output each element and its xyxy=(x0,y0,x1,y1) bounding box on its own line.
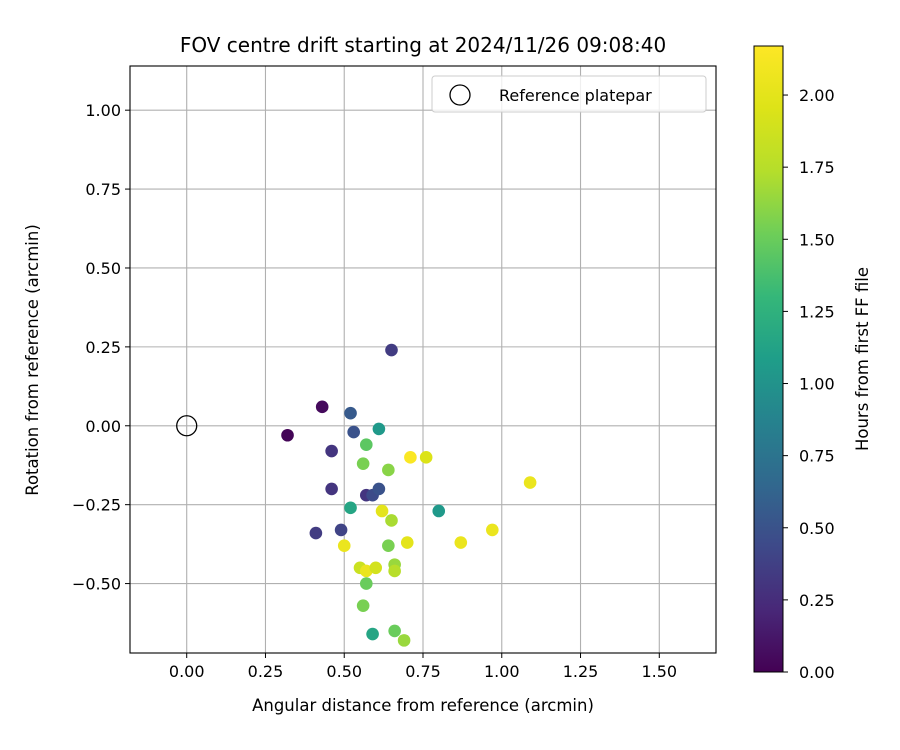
data-point xyxy=(369,561,383,575)
x-axis-ticks: 0.00 0.25 0.50 0.75 1.00 1.25 1.50 xyxy=(169,653,677,681)
y-tick-label: 1.00 xyxy=(85,101,121,120)
data-point xyxy=(359,564,373,578)
data-point xyxy=(397,634,411,647)
colorbar: 0.00 0.25 0.50 0.75 1.00 1.25 1.50 1.75 2.00 Hou… xyxy=(753,45,872,682)
y-tick-label: 0.75 xyxy=(85,180,121,199)
data-point xyxy=(372,422,386,436)
grid xyxy=(130,66,716,653)
colorbar-tick-label: 0.50 xyxy=(799,519,835,538)
data-point xyxy=(486,523,499,537)
x-tick-label: 0.25 xyxy=(248,662,284,681)
data-point xyxy=(388,564,401,578)
colorbar-gradient xyxy=(753,45,784,673)
colorbar-tick-label: 1.25 xyxy=(799,302,835,321)
x-tick-label: 1.25 xyxy=(563,662,599,681)
x-tick-label: 0.50 xyxy=(326,662,362,681)
data-point xyxy=(523,476,537,489)
colorbar-tick-label: 1.75 xyxy=(799,158,835,177)
data-point xyxy=(344,501,357,515)
colorbar-tick-label: 1.00 xyxy=(799,375,835,394)
data-point xyxy=(366,627,379,641)
legend-marker-reference xyxy=(449,84,471,106)
data-point xyxy=(385,514,398,527)
data-point xyxy=(325,482,338,496)
data-point xyxy=(315,400,329,414)
data-point xyxy=(375,504,389,518)
y-tick-label: −0.25 xyxy=(72,496,121,515)
data-point xyxy=(385,343,398,357)
colorbar-label: Hours from first FF file xyxy=(853,267,872,451)
data-point xyxy=(454,536,468,549)
legend-box xyxy=(431,75,707,113)
y-axis-label: Rotation from reference (arcmin) xyxy=(23,224,42,496)
data-point xyxy=(382,463,395,477)
data-point xyxy=(388,624,401,638)
legend: Reference platepar xyxy=(431,75,707,113)
data-point xyxy=(356,599,370,612)
x-axis-label: Angular distance from reference (arcmin) xyxy=(252,696,594,715)
data-point xyxy=(337,539,351,552)
data-point xyxy=(419,451,433,464)
colorbar-tick-label: 2.00 xyxy=(799,86,835,105)
y-axis-ticks: −0.50 −0.25 0.00 0.25 0.50 0.75 1.00 xyxy=(72,101,130,594)
legend-label-reference: Reference platepar xyxy=(499,86,652,105)
chart-title: FOV centre drift starting at 2024/11/26 … xyxy=(180,33,666,57)
data-point xyxy=(309,526,323,540)
colorbar-tick-label: 0.75 xyxy=(799,447,835,466)
data-point xyxy=(432,504,446,518)
data-point xyxy=(404,451,417,464)
data-point xyxy=(344,406,357,420)
y-tick-label: 0.50 xyxy=(85,259,121,278)
x-tick-label: 1.50 xyxy=(641,662,677,681)
data-point xyxy=(359,438,373,452)
colorbar-ticks: 0.00 0.25 0.50 0.75 1.00 1.25 1.50 1.75 2.00 xyxy=(783,86,835,682)
colorbar-tick-label: 0.25 xyxy=(799,591,835,610)
plot-area: 0.00 0.25 0.50 0.75 1.00 1.25 1.50 −0.50 −0.25 0… xyxy=(72,65,717,681)
reference-point-marker xyxy=(176,415,198,437)
data-point xyxy=(334,523,348,537)
scatter-points xyxy=(281,343,537,647)
data-point xyxy=(325,444,338,458)
data-point xyxy=(372,482,386,496)
colorbar-tick-label: 0.00 xyxy=(799,663,835,682)
x-tick-label: 0.00 xyxy=(169,662,205,681)
data-point xyxy=(281,428,294,442)
y-tick-label: 0.25 xyxy=(85,338,121,357)
data-point xyxy=(347,425,360,439)
reference-layer xyxy=(176,415,198,437)
y-tick-label: −0.50 xyxy=(72,575,121,594)
data-point xyxy=(356,457,370,470)
data-point xyxy=(359,577,373,590)
colorbar-tick-label: 1.50 xyxy=(799,230,835,249)
x-tick-label: 1.00 xyxy=(484,662,520,681)
data-point xyxy=(400,536,414,549)
data-point xyxy=(382,539,395,552)
x-tick-label: 0.75 xyxy=(405,662,441,681)
y-tick-label: 0.00 xyxy=(85,417,121,436)
